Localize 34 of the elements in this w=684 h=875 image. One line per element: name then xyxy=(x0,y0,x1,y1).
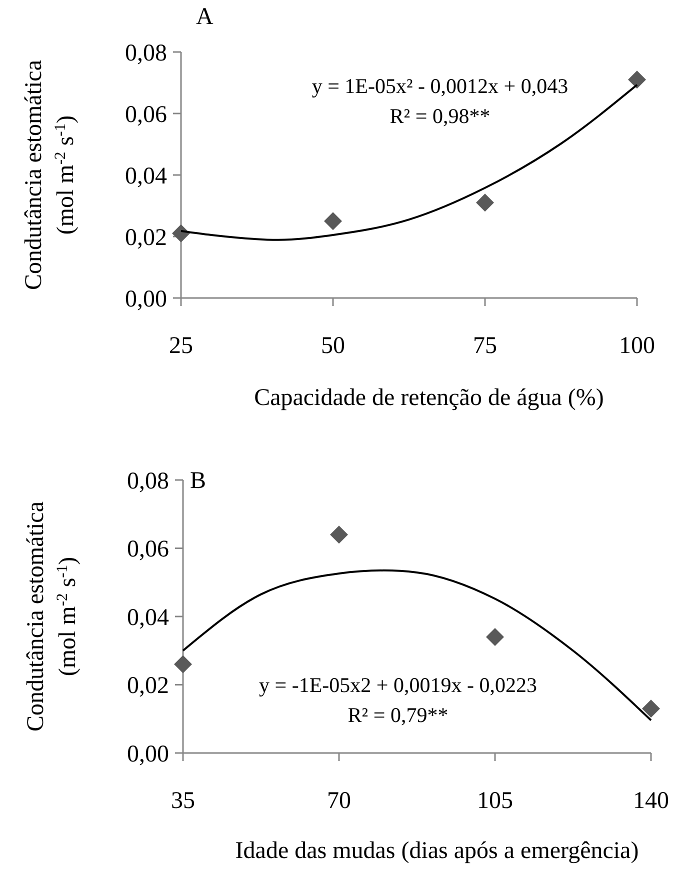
y-tick-label: 0,04 xyxy=(125,163,167,190)
x-axis-title: Capacidade de retenção de água (%) xyxy=(254,385,604,411)
y-tick-label: 0,02 xyxy=(125,224,167,251)
x-tick-label: 50 xyxy=(321,333,345,359)
x-tick-label: 140 xyxy=(633,788,669,814)
point xyxy=(628,70,646,89)
x-axis-title: Idade das mudas (dias após a emergência) xyxy=(235,838,639,864)
annotation: y = 1E-05x² - 0,0012x + 0,043 xyxy=(312,74,568,98)
y-tick-label: 0,06 xyxy=(125,102,167,128)
y-tick-label: 0,04 xyxy=(127,604,169,631)
y-tick-label: 0,06 xyxy=(127,536,169,563)
point xyxy=(476,194,494,212)
point xyxy=(642,700,660,718)
y-tick-label: 0,00 xyxy=(125,286,167,312)
x-tick-label: 105 xyxy=(477,788,513,814)
x-tick-label: 100 xyxy=(619,333,655,359)
annotation: R² = 0,79** xyxy=(348,703,448,727)
x-tick-label: 35 xyxy=(171,788,195,814)
y-tick-label: 0,08 xyxy=(125,40,167,66)
x-tick-label: 75 xyxy=(473,333,497,359)
point xyxy=(324,212,342,230)
point xyxy=(486,628,504,646)
x-tick-label: 70 xyxy=(327,788,351,814)
annotation: R² = 0,98** xyxy=(390,104,490,128)
chart-title: A xyxy=(196,4,214,30)
point xyxy=(172,224,190,242)
annotation: y = -1E-05x2 + 0,0019x - 0,0223 xyxy=(259,673,537,697)
chart-title: B xyxy=(190,468,206,494)
y-tick-label: 0,00 xyxy=(127,741,169,768)
point xyxy=(330,526,348,544)
x-tick-label: 25 xyxy=(169,333,193,359)
y-tick-label: 0,02 xyxy=(127,673,169,700)
y-tick-label: 0,08 xyxy=(127,468,169,494)
point xyxy=(174,655,192,674)
